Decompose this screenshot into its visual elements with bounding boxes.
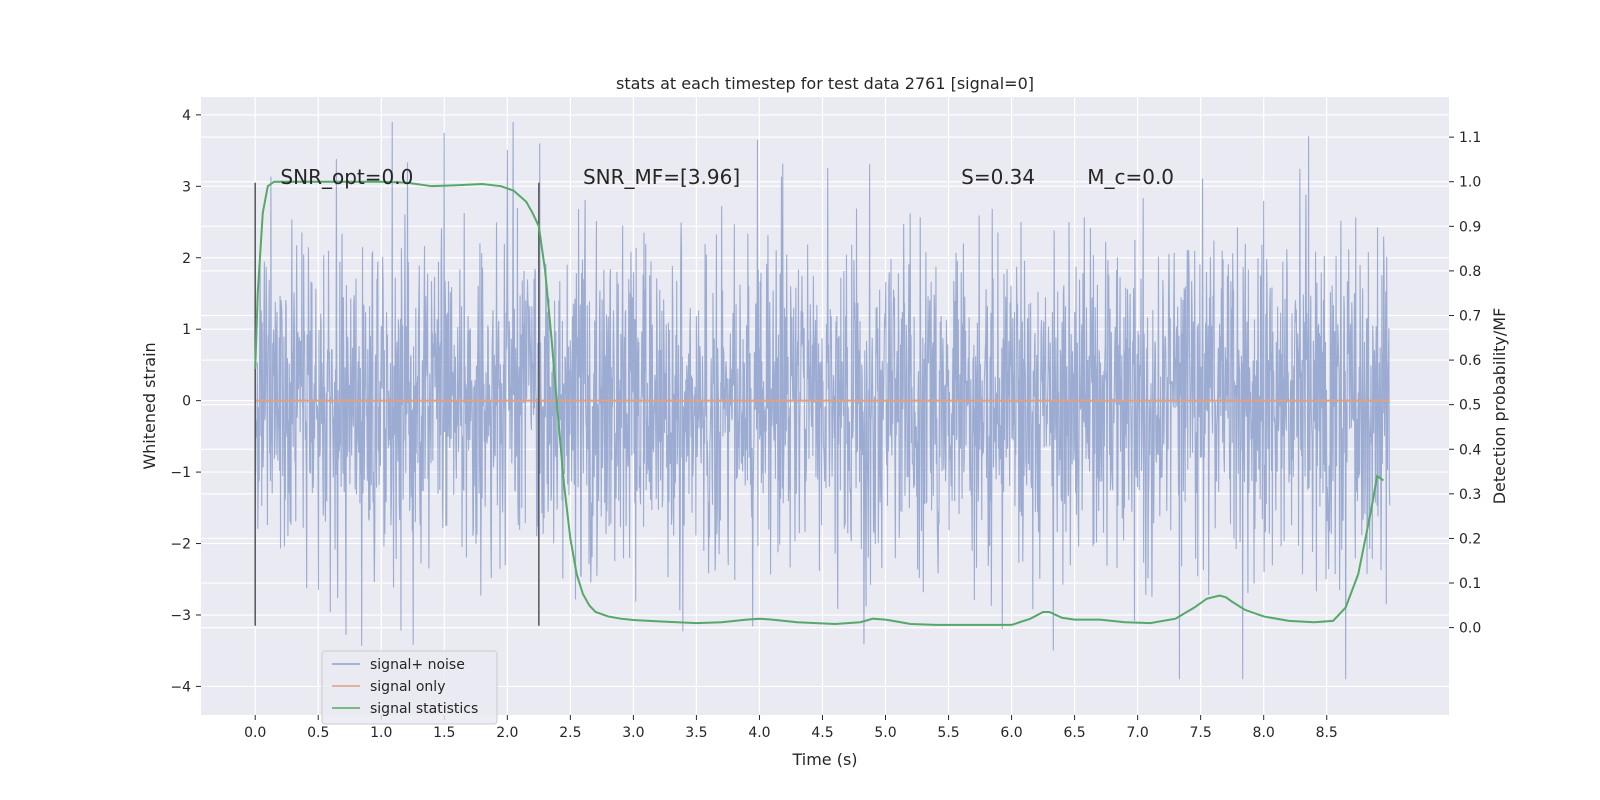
annotation-text: M_c=0.0 (1087, 165, 1174, 189)
series-signal-plus-noise (254, 122, 1391, 680)
y2-tick-label: 1.1 (1459, 130, 1481, 146)
annotation-text: S=0.34 (961, 165, 1035, 189)
statistics-line (254, 180, 1385, 626)
x-axis-ticks: 0.0 0.5 1.0 1.5 2.0 2.5 3.0 3.5 4.0 4.5 5.0 5.5 6.0 6… (244, 715, 1338, 741)
y-tick-label: −1 (170, 465, 191, 481)
y-axis-label: Whitened strain (140, 342, 159, 469)
legend-label-signal-statistics: signal statistics (370, 701, 478, 717)
annotation-text: SNR_opt=0.0 (280, 165, 413, 189)
x-tick-label: 1.5 (433, 725, 455, 741)
x-tick-label: 7.0 (1126, 725, 1148, 741)
y-tick-label: 0 (182, 394, 191, 410)
legend: signal+ noise signal only signal statist… (321, 650, 498, 725)
annotation-text: SNR_MF=[3.96] (583, 165, 740, 189)
y-tick-label: −2 (170, 537, 191, 553)
y-tick-label: 3 (182, 179, 191, 195)
vertical-markers (254, 182, 540, 626)
y2-tick-label: 0.5 (1459, 398, 1481, 414)
x-tick-label: 4.0 (748, 725, 770, 741)
x-tick-label: 5.0 (874, 725, 896, 741)
y2-tick-label: 0.4 (1459, 442, 1481, 458)
x-tick-label: 3.0 (622, 725, 644, 741)
y2-tick-label: 0.8 (1459, 264, 1481, 280)
x-tick-label: 6.0 (1000, 725, 1022, 741)
annotations: SNR_opt=0.0 SNR_MF=[3.96] S=0.34 M_c=0.0 (280, 165, 1174, 189)
x-tick-label: 3.5 (685, 725, 707, 741)
y2-tick-label: 0.6 (1459, 353, 1481, 369)
x-tick-label: 2.0 (496, 725, 518, 741)
x-tick-label: 0.0 (244, 725, 266, 741)
chart-title: stats at each timestep for test data 276… (616, 74, 1034, 93)
y2-tick-label: 0.3 (1459, 487, 1481, 503)
x-tick-label: 1.0 (370, 725, 392, 741)
y-axis-ticks: 4 3 2 1 0 −1 −2 −3 −4 (170, 108, 201, 695)
y2-tick-label: 0.0 (1459, 621, 1481, 637)
x-tick-label: 8.5 (1316, 725, 1338, 741)
legend-box (321, 650, 498, 725)
y2-axis-label: Detection probability/MF (1490, 308, 1509, 505)
x-tick-label: 7.5 (1190, 725, 1212, 741)
y-tick-label: −3 (170, 608, 191, 624)
y-tick-label: 4 (182, 108, 191, 124)
x-axis-label: Time (s) (791, 750, 857, 769)
x-tick-label: 5.5 (937, 725, 959, 741)
legend-label-signal-plus-noise: signal+ noise (370, 657, 465, 673)
y-tick-label: −4 (170, 679, 191, 695)
legend-label-signal-only: signal only (370, 679, 445, 695)
x-tick-label: 0.5 (307, 725, 329, 741)
x-tick-label: 6.5 (1063, 725, 1085, 741)
x-tick-label: 4.5 (811, 725, 833, 741)
y2-axis-ticks: 1.1 1.0 0.9 0.8 0.7 0.6 0.5 0.4 0.3 0.2 0.1 0.0 (1449, 130, 1481, 637)
y2-tick-label: 1.0 (1459, 175, 1481, 191)
y2-tick-label: 0.2 (1459, 531, 1481, 547)
x-tick-label: 2.5 (559, 725, 581, 741)
series-signal-statistics (254, 180, 1385, 626)
x-tick-label: 8.0 (1253, 725, 1275, 741)
y-tick-label: 1 (182, 322, 191, 338)
y2-tick-label: 0.9 (1459, 219, 1481, 235)
y-tick-label: 2 (182, 251, 191, 267)
y2-tick-label: 0.7 (1459, 308, 1481, 324)
noise-trace (254, 122, 1391, 680)
y2-tick-label: 0.1 (1459, 576, 1481, 592)
